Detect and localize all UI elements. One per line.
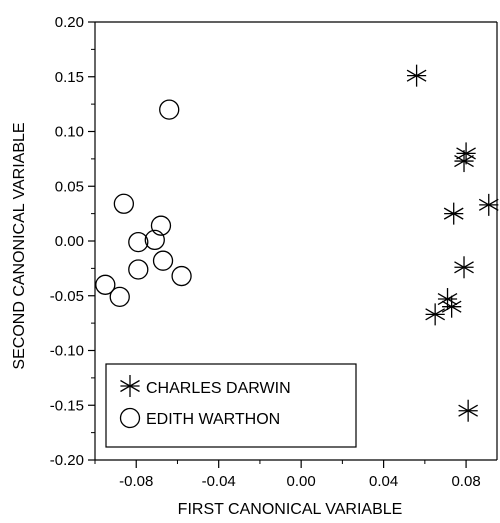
point-edith-warthon	[128, 231, 149, 253]
point-edith-warthon	[150, 215, 172, 236]
legend: CHARLES DARWIN EDITH WARTHON	[105, 363, 357, 448]
y-tick-label: -0.10	[50, 343, 84, 360]
y-axis: -0.20 -0.15 -0.10 -0.05 0.00 0.05 0.10 0.15 0.20	[50, 14, 96, 469]
point-edith-warthon	[113, 193, 135, 214]
x-tick-label: 0.00	[287, 473, 316, 490]
y-tick-label: 0.05	[55, 178, 84, 195]
point-edith-warthon	[95, 274, 116, 295]
y-tick-label: 0.10	[55, 124, 84, 141]
point-edith-warthon	[109, 286, 130, 307]
point-charles-darwin	[441, 295, 462, 318]
legend-label-charles-darwin: CHARLES DARWIN	[146, 380, 291, 397]
point-edith-warthon	[159, 99, 180, 120]
x-tick-label: 0.04	[369, 473, 398, 490]
y-tick-label: 0.15	[55, 69, 84, 86]
legend-marker-charles-darwin	[120, 375, 140, 397]
data-points	[95, 64, 499, 422]
legend-circle-icon	[119, 407, 141, 429]
legend-marker-edith-warthon	[119, 407, 141, 429]
point-charles-darwin	[454, 150, 474, 173]
point-edith-warthon	[144, 229, 165, 251]
point-charles-darwin	[454, 256, 474, 279]
point-edith-warthon	[171, 265, 192, 287]
point-charles-darwin	[437, 288, 458, 311]
legend-label-edith-warthon: EDITH WARTHON	[146, 411, 280, 428]
y-tick-label: -0.20	[50, 452, 84, 469]
x-tick-label: -0.04	[202, 473, 236, 490]
y-tick-label: -0.05	[50, 288, 84, 305]
point-edith-warthon	[152, 250, 174, 271]
x-tick-label: -0.08	[119, 473, 153, 490]
point-charles-darwin	[458, 399, 478, 422]
point-charles-darwin	[456, 142, 476, 165]
point-charles-darwin	[425, 303, 446, 326]
y-tick-label: -0.15	[50, 397, 84, 414]
legend-asterisk-icon	[120, 375, 140, 397]
y-axis-title: SECOND CANONICAL VARIABLE	[11, 122, 28, 369]
x-axis-title: FIRST CANONICAL VARIABLE	[178, 501, 403, 518]
legend-box	[105, 363, 357, 448]
x-tick-label: 0.08	[451, 473, 480, 490]
y-tick-label: 0.20	[55, 14, 84, 31]
x-axis: -0.08 -0.04 0.00 0.04 0.08	[94, 459, 497, 490]
plot-frame	[95, 21, 498, 460]
point-edith-warthon	[128, 259, 149, 280]
y-tick-label: 0.00	[55, 233, 84, 250]
point-charles-darwin	[478, 193, 499, 216]
point-charles-darwin	[443, 202, 464, 225]
point-charles-darwin	[406, 64, 427, 87]
